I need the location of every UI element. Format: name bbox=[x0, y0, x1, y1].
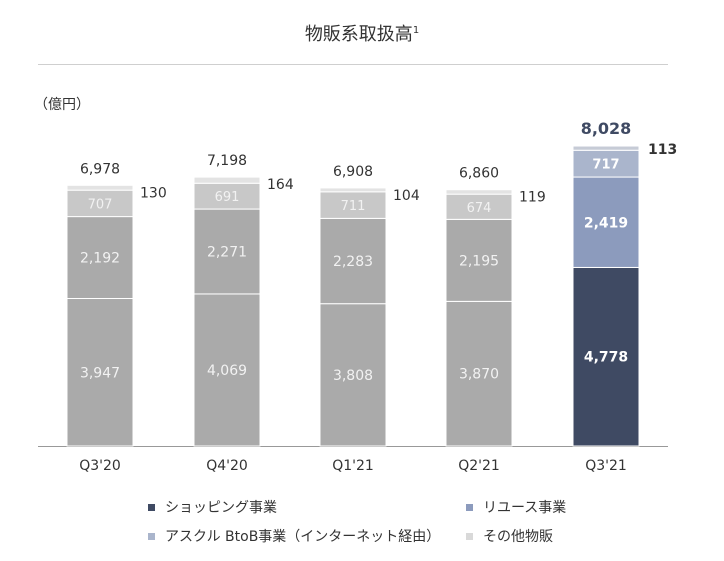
total-label-2: 7,198 bbox=[207, 153, 247, 169]
category-label-4: Q2'21 bbox=[458, 458, 500, 474]
bar-segment-2-5 bbox=[572, 176, 640, 268]
chart-title-footnote: 1 bbox=[412, 25, 420, 36]
data-label-3-5: 717 bbox=[592, 158, 619, 173]
data-label-3-4: 674 bbox=[467, 201, 492, 216]
bar-segment-2-4 bbox=[445, 218, 513, 302]
data-label-4-5: 113 bbox=[648, 142, 677, 158]
category-label-2: Q4'20 bbox=[206, 458, 248, 474]
data-label-2-1: 2,192 bbox=[80, 251, 120, 267]
data-label-4-4: 119 bbox=[519, 190, 546, 206]
bar-segment-4-4 bbox=[445, 189, 513, 195]
bar-segment-1-4 bbox=[445, 300, 513, 447]
data-label-1-3: 3,808 bbox=[333, 368, 373, 384]
data-label-2-2: 2,271 bbox=[207, 245, 247, 261]
bar-segment-4-1 bbox=[66, 184, 134, 191]
category-label-3: Q1'21 bbox=[332, 458, 374, 474]
bar-segment-2-3 bbox=[319, 217, 387, 305]
chart-title-text: 物販系取扱高 bbox=[304, 24, 413, 45]
data-label-4-2: 164 bbox=[267, 177, 294, 193]
data-label-1-1: 3,947 bbox=[80, 365, 120, 381]
unit-label: （億円） bbox=[34, 97, 90, 113]
data-label-3-2: 691 bbox=[215, 190, 240, 205]
category-label-1: Q3'20 bbox=[79, 458, 121, 474]
chart-title: 物販系取扱高1 bbox=[0, 20, 724, 46]
data-label-1-5: 4,778 bbox=[584, 350, 628, 366]
data-label-3-3: 711 bbox=[341, 199, 366, 214]
bar-segment-4-2 bbox=[193, 176, 261, 184]
bar-segment-1-1 bbox=[66, 298, 134, 447]
bar-segment-4-3 bbox=[319, 187, 387, 193]
bar-segment-4-5 bbox=[572, 145, 640, 151]
category-label-5: Q3'21 bbox=[585, 458, 627, 474]
bar-segment-1-3 bbox=[319, 303, 387, 447]
data-label-2-3: 2,283 bbox=[333, 254, 373, 270]
bar-segment-3-4 bbox=[445, 193, 513, 220]
bar-segment-1-5 bbox=[572, 266, 640, 447]
data-label-4-3: 104 bbox=[393, 188, 420, 204]
bar-segment-3-3 bbox=[319, 191, 387, 219]
total-label-4: 6,860 bbox=[459, 166, 499, 182]
data-label-2-4: 2,195 bbox=[459, 253, 499, 269]
total-label-3: 6,908 bbox=[333, 164, 373, 180]
data-label-1-4: 3,870 bbox=[459, 367, 499, 383]
bar-segment-3-5 bbox=[572, 149, 640, 178]
total-label-1: 6,978 bbox=[80, 161, 120, 177]
bar-segment-2-1 bbox=[66, 216, 134, 300]
total-label-5: 8,028 bbox=[581, 119, 632, 138]
data-label-3-1: 707 bbox=[88, 197, 113, 212]
data-label-4-1: 130 bbox=[140, 185, 167, 201]
data-label-1-2: 4,069 bbox=[207, 363, 247, 379]
data-label-2-5: 2,419 bbox=[584, 215, 628, 231]
title-divider bbox=[38, 64, 668, 65]
